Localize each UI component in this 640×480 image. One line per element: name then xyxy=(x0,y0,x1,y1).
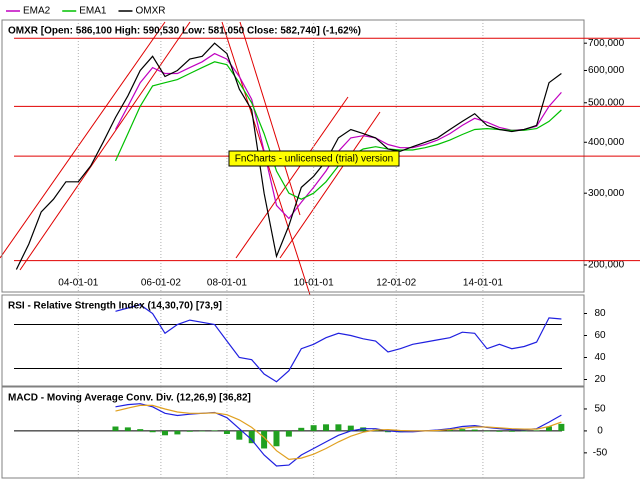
legend-label: EMA2 xyxy=(23,6,51,17)
x-tick-label: 14-01-01 xyxy=(463,278,503,289)
trend-line xyxy=(0,21,166,259)
legend-label: EMA1 xyxy=(79,6,107,17)
histogram-bar xyxy=(484,430,491,432)
watermark-text: FnCharts - unlicensed (trial) version xyxy=(235,154,393,165)
y-tick-label: 500,000 xyxy=(588,97,625,108)
histogram-bar xyxy=(273,430,280,447)
y-tick-label: 50 xyxy=(594,404,606,415)
histogram-bar xyxy=(236,430,243,440)
y-tick-label: 700,000 xyxy=(588,38,625,49)
x-tick-label: 10-01-01 xyxy=(294,278,334,289)
y-tick-label: 20 xyxy=(594,374,606,385)
y-tick-label: 600,000 xyxy=(588,65,625,76)
histogram-bar xyxy=(162,430,169,436)
histogram-bar xyxy=(137,429,144,431)
histogram-bar xyxy=(223,430,230,434)
panel-frame xyxy=(1,294,585,387)
histogram-bar xyxy=(459,429,466,431)
y-tick-label: 40 xyxy=(594,352,606,363)
watermark-box xyxy=(228,150,400,167)
series-line xyxy=(15,42,562,270)
y-tick-label: 200,000 xyxy=(588,260,625,271)
legend-label: OMXR xyxy=(135,6,165,17)
histogram-bar xyxy=(347,425,354,431)
histogram-bar xyxy=(384,430,391,433)
histogram-bar xyxy=(149,430,156,433)
histogram-bar xyxy=(124,427,131,431)
histogram-bar xyxy=(558,423,565,431)
series-line xyxy=(115,304,562,383)
y-tick-label: 400,000 xyxy=(588,137,625,148)
x-tick-label: 08-01-01 xyxy=(207,278,247,289)
histogram-bar xyxy=(545,426,552,431)
y-tick-label: 60 xyxy=(594,330,606,341)
trend-line xyxy=(235,96,349,259)
watermark: FnCharts - unlicensed (trial) version xyxy=(228,150,400,167)
trend-line xyxy=(279,111,381,259)
histogram-bar xyxy=(112,426,119,431)
trend-line xyxy=(239,21,301,216)
x-tick-label: 06-01-02 xyxy=(141,278,181,289)
histogram-bar xyxy=(323,424,330,431)
x-tick-label: 12-01-02 xyxy=(376,278,416,289)
histogram-bar xyxy=(186,430,193,432)
y-tick-label: 300,000 xyxy=(588,188,625,199)
histogram-bar xyxy=(335,424,342,431)
panel-frame xyxy=(1,386,585,479)
x-tick-label: 04-01-01 xyxy=(58,278,98,289)
histogram-bar xyxy=(211,430,218,431)
panel-title: OMXR [Open: 586,100 High: 590,530 Low: 5… xyxy=(8,26,361,37)
histogram-bar xyxy=(446,430,453,431)
histogram-bar xyxy=(310,425,317,431)
panel-title: RSI - Relative Strength Index (14,30,70)… xyxy=(8,301,222,312)
trend-line xyxy=(19,21,191,271)
histogram-bar xyxy=(285,430,292,437)
panel-title: MACD - Moving Average Conv. Div. (12,26,… xyxy=(8,393,251,404)
histogram-bar xyxy=(199,430,206,432)
histogram-bar xyxy=(521,430,528,432)
histogram-bar xyxy=(471,429,478,431)
series-line xyxy=(115,404,562,461)
histogram-bar xyxy=(174,430,181,435)
y-tick-label: 0 xyxy=(597,426,603,437)
histogram-bar xyxy=(261,430,268,449)
histogram-bar xyxy=(533,430,540,431)
y-tick-label: -50 xyxy=(593,447,608,458)
histogram-bar xyxy=(298,427,305,431)
y-tick-label: 80 xyxy=(594,308,606,319)
histogram-bar xyxy=(496,430,503,432)
histogram-bar xyxy=(248,430,255,444)
histogram-bar xyxy=(508,430,515,432)
